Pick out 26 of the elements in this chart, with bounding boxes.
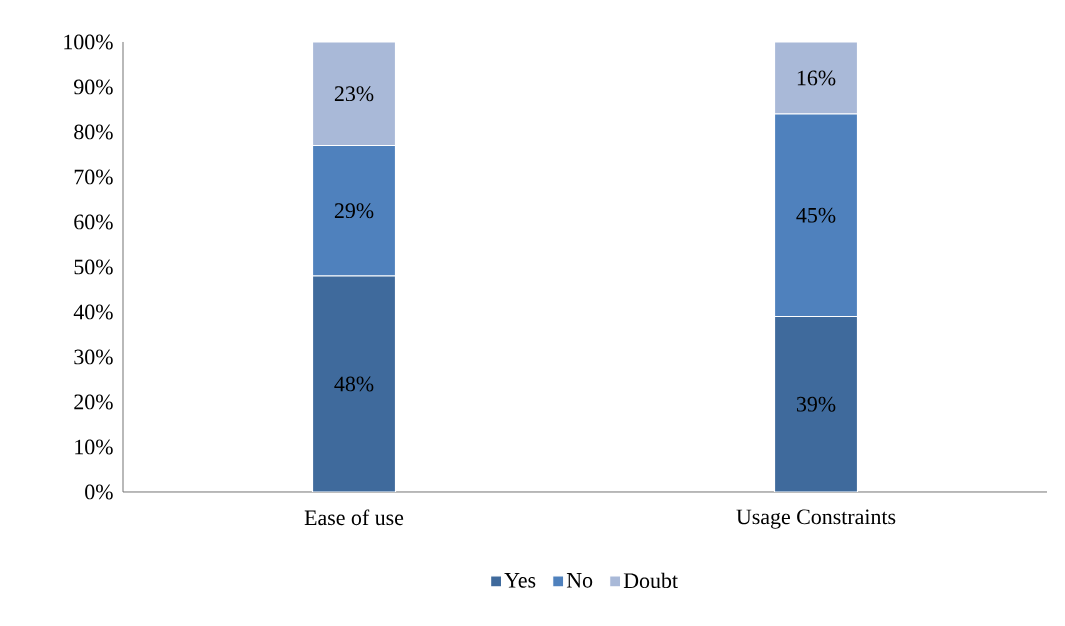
y-tick-label: 70% [74,169,113,185]
legend-label: Yes [504,573,536,588]
y-tick-label: 10% [75,439,113,455]
bar [311,41,397,147]
legend-label: No [566,573,593,588]
bar [773,41,859,115]
y-tick-label: 100% [64,34,113,50]
data-label: 29% [334,203,374,219]
y-tick-label: 90% [74,79,113,95]
y-tick-label: 20% [74,394,113,410]
data-label: 45% [796,207,836,223]
data-label: 48% [334,376,374,392]
y-tick-label: 80% [74,124,113,140]
y-tick-label: 60% [74,214,113,230]
bar [773,315,859,492]
legend-label: Doubt [623,572,678,589]
bar [311,275,397,492]
y-tick-label: 0% [85,484,113,500]
data-label: 16% [797,70,836,86]
x-tick-label: Usage Constraints [736,509,896,529]
data-label: 23% [334,86,374,102]
y-tick-label: 30% [74,349,113,365]
y-tick-label: 40% [73,304,113,320]
x-tick-label: Ease of use [304,509,404,526]
y-tick-label: 50% [74,259,113,275]
data-label: 39% [796,396,836,412]
